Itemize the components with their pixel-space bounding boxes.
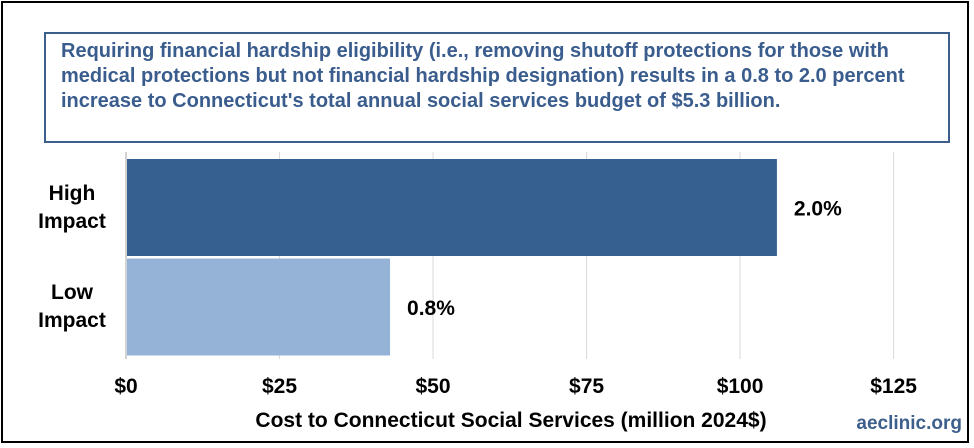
x-tick-label-2: $50	[416, 375, 451, 398]
category-label-1: Low Impact	[22, 279, 122, 335]
annotation-callout: Requiring financial hardship eligibility…	[44, 32, 950, 143]
x-tick-label-5: $125	[870, 375, 917, 398]
x-tick-label-4: $100	[717, 375, 764, 398]
category-label-line: Impact	[38, 309, 106, 332]
x-tick-label-3: $75	[569, 375, 604, 398]
category-label-line: High	[48, 181, 96, 205]
category-label-0: High Impact	[22, 180, 122, 236]
data-labels: 2.0% 0.8%	[407, 198, 842, 321]
bars	[127, 159, 777, 356]
data-label-0: 2.0%	[794, 198, 842, 221]
annotation-text: Requiring financial hardship eligibility…	[61, 40, 905, 112]
watermark: aeclinic.org	[856, 413, 962, 434]
data-label-1: 0.8%	[407, 297, 455, 320]
x-tick-label-1: $25	[262, 375, 297, 398]
category-label-line: Low	[51, 281, 93, 304]
tick-labels: $0 $25 $50 $75 $100 $125	[114, 375, 917, 398]
x-tick-label-0: $0	[114, 375, 137, 398]
x-axis-label: Cost to Connecticut Social Services (mil…	[255, 409, 767, 432]
bar-high-impact	[127, 159, 777, 256]
category-label-line: Impact	[38, 209, 106, 233]
bar-low-impact	[127, 258, 391, 356]
